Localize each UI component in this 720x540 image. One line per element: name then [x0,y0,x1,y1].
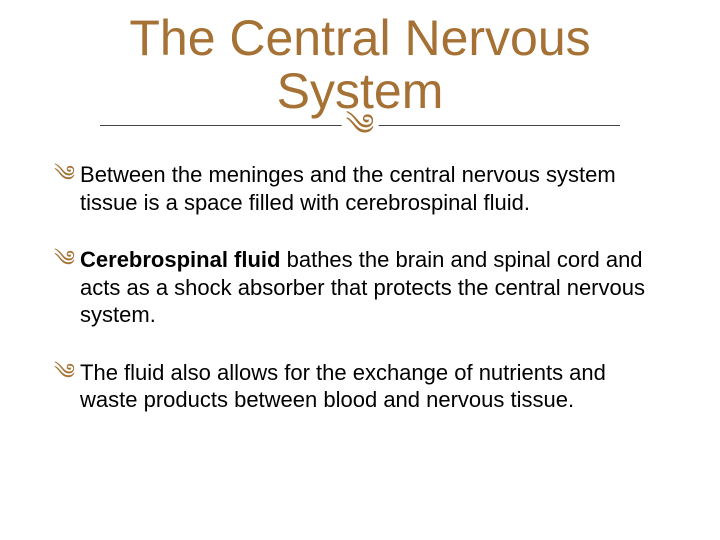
bullet-glyph-icon: ༄ [54,161,75,187]
bullet-glyph-icon: ༄ [54,359,75,385]
bullet-item: ༄ Cerebrospinal fluid bathes the brain a… [54,246,666,329]
flourish-icon: ༄ [342,111,379,141]
bullet-glyph-icon: ༄ [54,246,75,272]
title-divider: ༄ [50,103,670,133]
bullet-text-plain: The fluid also allows for the exchange o… [80,360,606,413]
bold-term: Cerebrospinal fluid [80,247,280,272]
content-area: ༄ Between the meninges and the central n… [50,161,670,414]
bullet-text-plain: Between the meninges and the central ner… [80,162,616,215]
bullet-text: Between the meninges and the central ner… [80,161,666,216]
slide: The Central Nervous System ༄ ༄ Between t… [0,0,720,540]
bullet-item: ༄ The fluid also allows for the exchange… [54,359,666,414]
bullet-text: Cerebrospinal fluid bathes the brain and… [80,246,666,329]
bullet-text: The fluid also allows for the exchange o… [80,359,666,414]
slide-title: The Central Nervous System [50,12,670,117]
bullet-item: ༄ Between the meninges and the central n… [54,161,666,216]
